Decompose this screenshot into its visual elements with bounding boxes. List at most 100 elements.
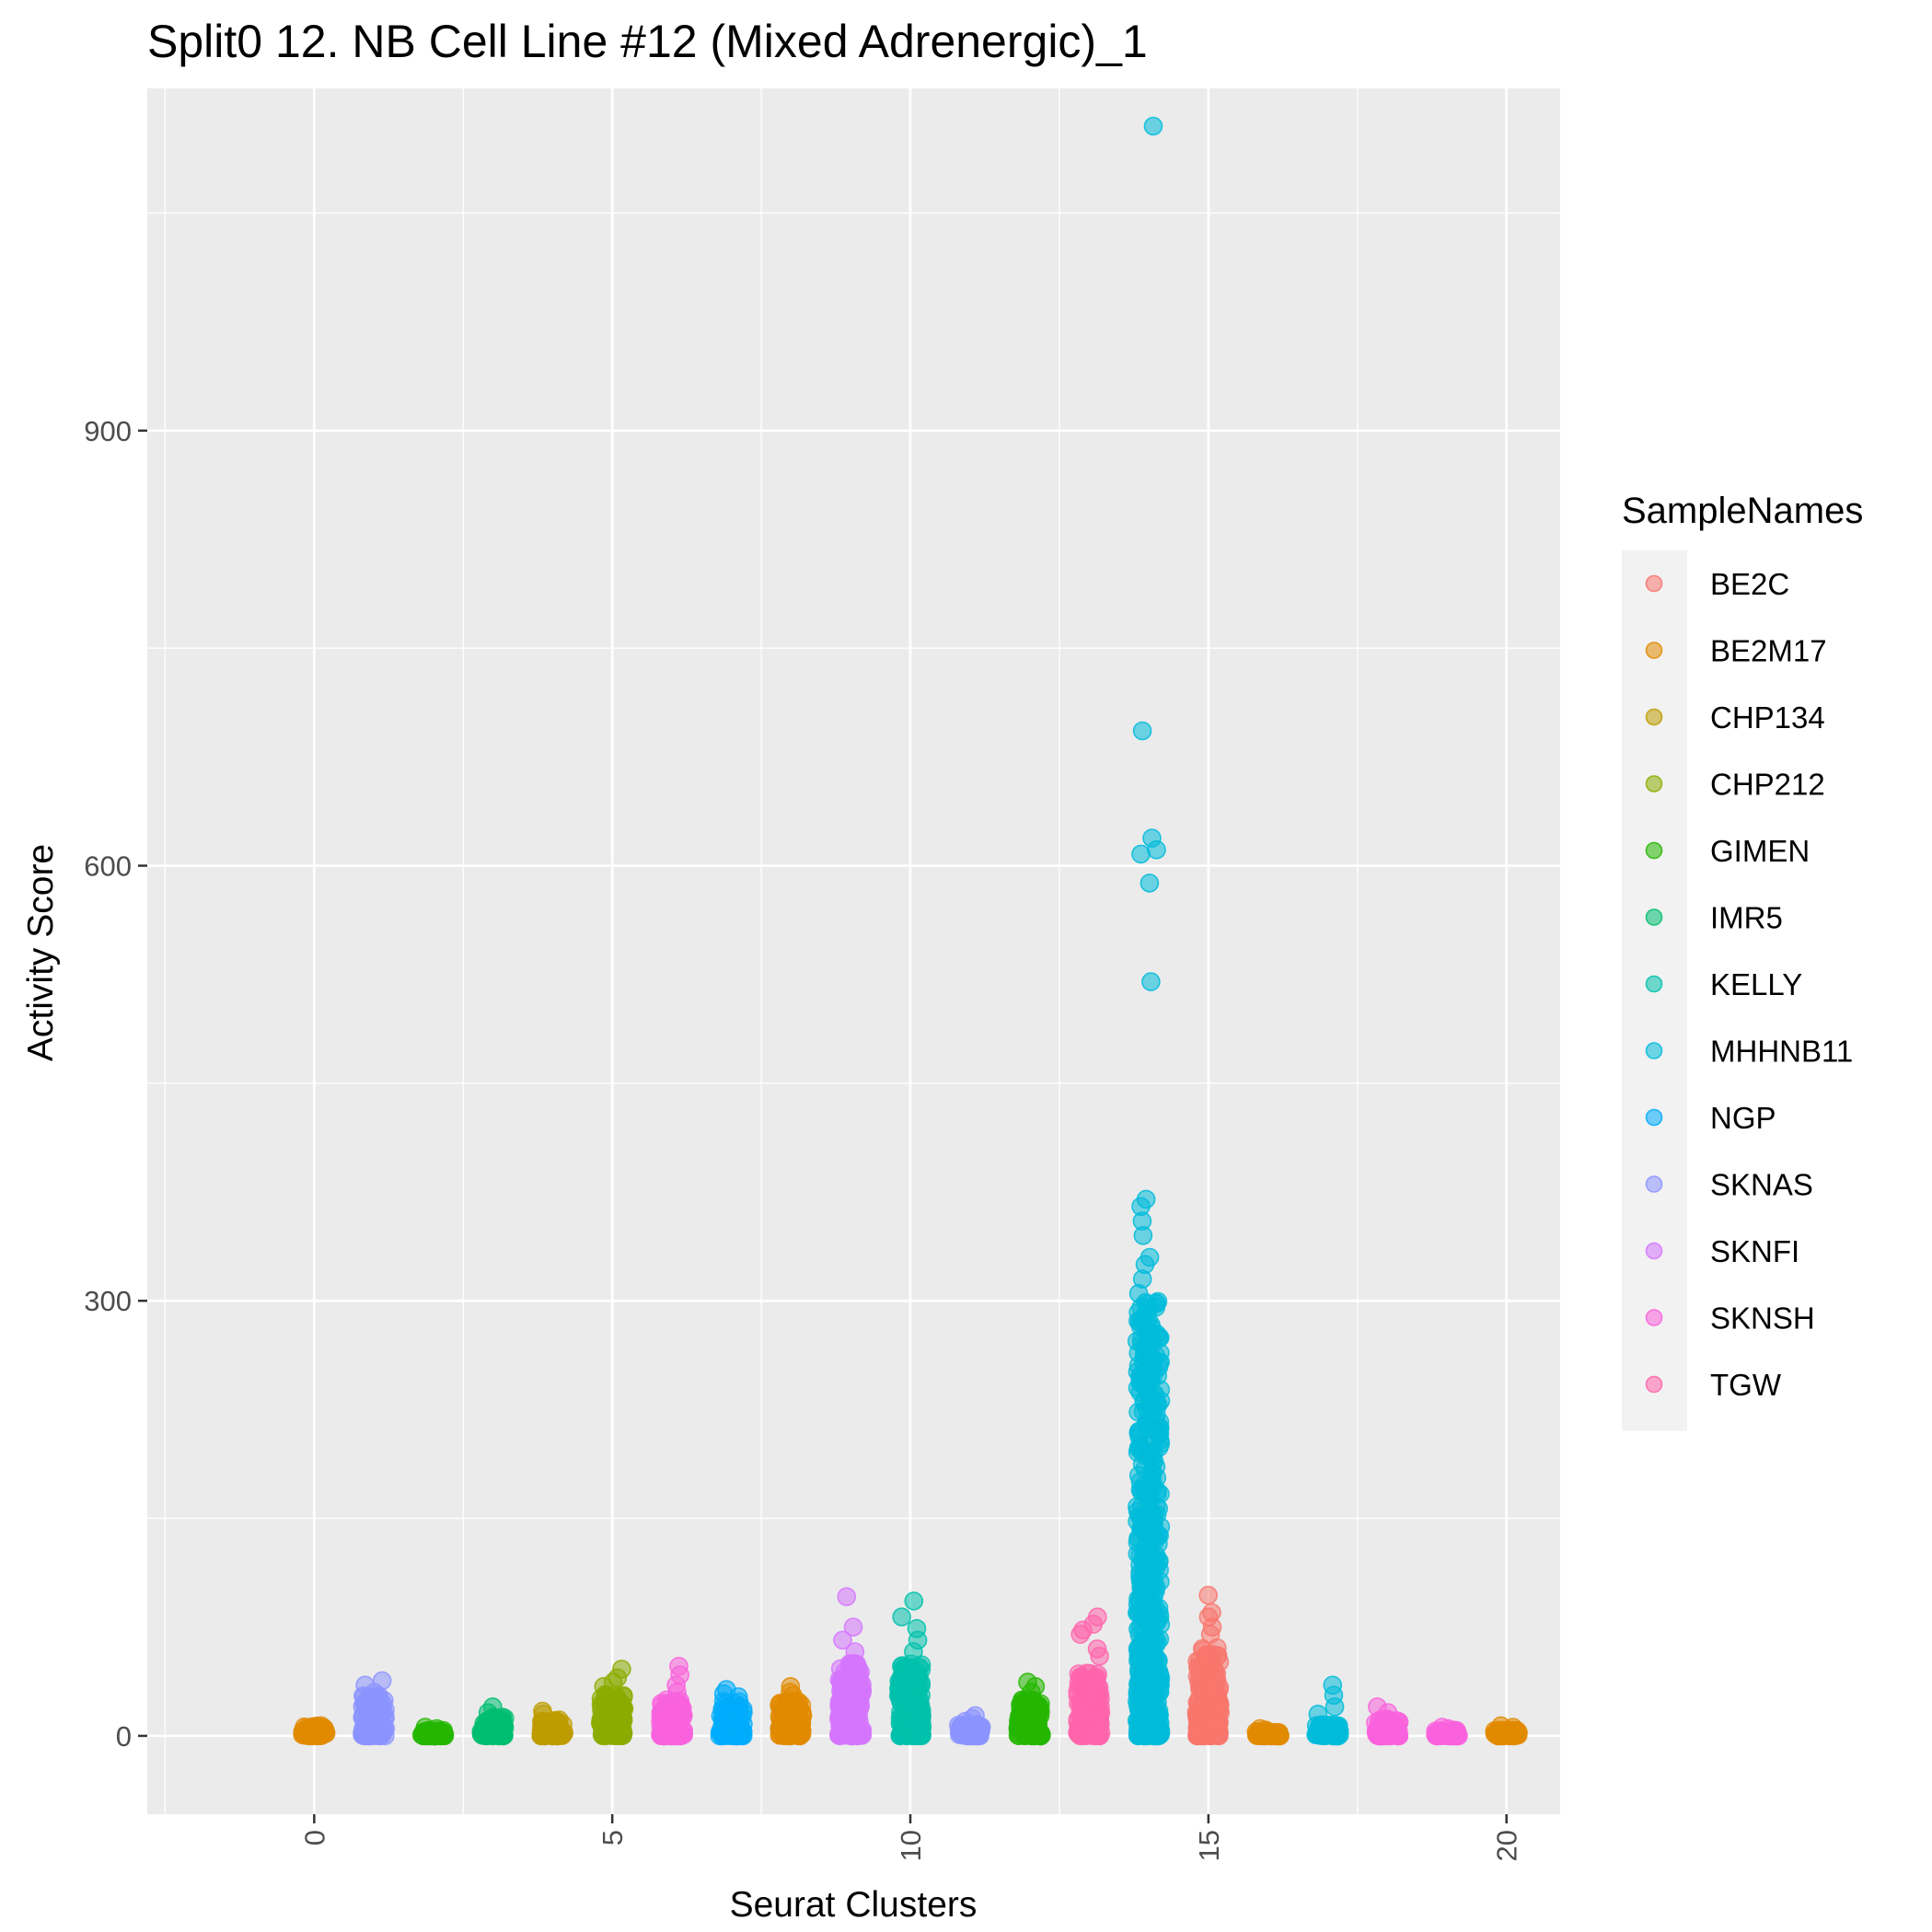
data-point [1142,1335,1163,1354]
data-point [1140,1398,1161,1417]
data-point [846,1715,866,1735]
data-point [610,1720,630,1740]
data-point [1144,1586,1163,1606]
data-point [353,1726,374,1746]
data-point-outlier [728,1687,748,1706]
legend-key-sknsh [1645,1309,1663,1326]
data-point [1201,1677,1221,1696]
data-point-outlier [1090,1647,1109,1666]
legend-label-kelly: KELLY [1710,967,1802,1001]
data-point [889,1677,909,1697]
data-point [1133,1568,1153,1588]
plot-panel [147,88,1560,1814]
legend-key-chp134 [1645,708,1663,726]
legend-label-imr5: IMR5 [1710,901,1783,935]
data-point-outlier [904,1642,923,1661]
data-point [1318,1726,1338,1745]
data-point-outlier [1070,1625,1090,1644]
grid-lines [147,88,1560,1814]
legend-label-sknas: SKNAS [1710,1168,1813,1202]
x-tick-label: 0 [298,1830,330,1845]
data-point [830,1722,850,1742]
data-point-outlier [783,1685,803,1706]
data-point [1071,1668,1092,1688]
data-point [908,1710,929,1730]
legend-label-gimen: GIMEN [1710,834,1810,868]
data-point-outlier [833,1630,852,1650]
data-point-outlier [594,1677,614,1696]
legend: SampleNames BE2C BE2M17 CHP134 CHP212 GIMEN I… [1622,491,1863,1431]
data-point-outlier [1140,873,1160,893]
legend-label-sknfi: SKNFI [1710,1234,1799,1268]
data-point-outlier [1325,1697,1345,1717]
data-point-outlier [667,1683,687,1702]
data-point [1197,1649,1217,1669]
data-point [472,1725,492,1744]
data-point-outlier [1439,1718,1458,1739]
data-point-outlier [373,1695,393,1714]
data-point [725,1709,745,1730]
legend-label-chp134: CHP134 [1710,700,1825,735]
data-point-outlier [1132,721,1152,741]
data-point [591,1713,611,1733]
legend-key-sknas [1645,1175,1663,1193]
data-point-outlier [1022,1683,1041,1702]
x-tick-label: 10 [895,1830,927,1861]
data-point [1142,1632,1163,1652]
data-point-outlier [1200,1625,1221,1644]
data-point [1128,1726,1148,1745]
legend-key-imr5 [1645,908,1663,926]
legend-label-ngp: NGP [1710,1101,1776,1135]
legend-label-be2c: BE2C [1710,567,1789,601]
data-point [840,1696,861,1717]
data-point-outlier [1128,1284,1149,1303]
chart-title: Split0 12. NB Cell Line #12 (Mixed Adren… [147,16,1148,67]
legend-label-mhhnb11: MHHNB11 [1710,1035,1853,1069]
data-point [1151,1484,1170,1504]
data-point [1149,1358,1169,1377]
y-axis-title: Activity Score [21,844,61,1061]
y-tick-label: 300 [84,1285,132,1317]
legend-key-ngp [1645,1108,1663,1127]
legend-key-chp212 [1645,775,1663,792]
legend-label-be2m17: BE2M17 [1710,634,1827,668]
data-point [1082,1700,1101,1720]
x-tick-label: 15 [1193,1830,1225,1861]
data-point-outlier [478,1703,498,1722]
legend-label-sknsh: SKNSH [1710,1301,1815,1336]
data-points [293,116,1528,1746]
legend-label-tgw: TGW [1710,1368,1782,1402]
data-point-outlier [300,1718,320,1739]
data-point-outlier [837,1587,857,1606]
legend-title: SampleNames [1622,491,1863,531]
data-point [908,1666,928,1685]
data-point [1134,1653,1154,1672]
legend-key-tgw [1645,1375,1663,1394]
data-point-outlier [1141,972,1161,991]
data-point-outlier [892,1607,912,1626]
data-point-outlier [843,1617,863,1637]
data-point-outlier [1378,1703,1398,1722]
y-tick-label: 600 [84,850,132,883]
data-point-outlier [845,1642,865,1661]
y-tick-label: 900 [84,415,132,447]
data-point [1135,1669,1155,1689]
data-point-outlier [1255,1720,1276,1740]
data-point [1026,1712,1046,1731]
legend-key-sknfi [1645,1242,1663,1260]
data-point-outlier [427,1718,446,1739]
data-point [1016,1726,1035,1745]
legend-label-chp212: CHP212 [1710,768,1825,802]
data-point [1147,1293,1166,1313]
legend-key-kelly [1645,975,1663,993]
data-point-outlier [533,1705,553,1724]
data-point [1070,1717,1091,1736]
data-point [1128,1497,1147,1517]
data-point-outlier [1133,1226,1153,1245]
y-tick-label: 0 [116,1720,132,1753]
data-point [1138,1614,1157,1633]
data-point-outlier [955,1711,975,1731]
data-point [612,1696,632,1717]
